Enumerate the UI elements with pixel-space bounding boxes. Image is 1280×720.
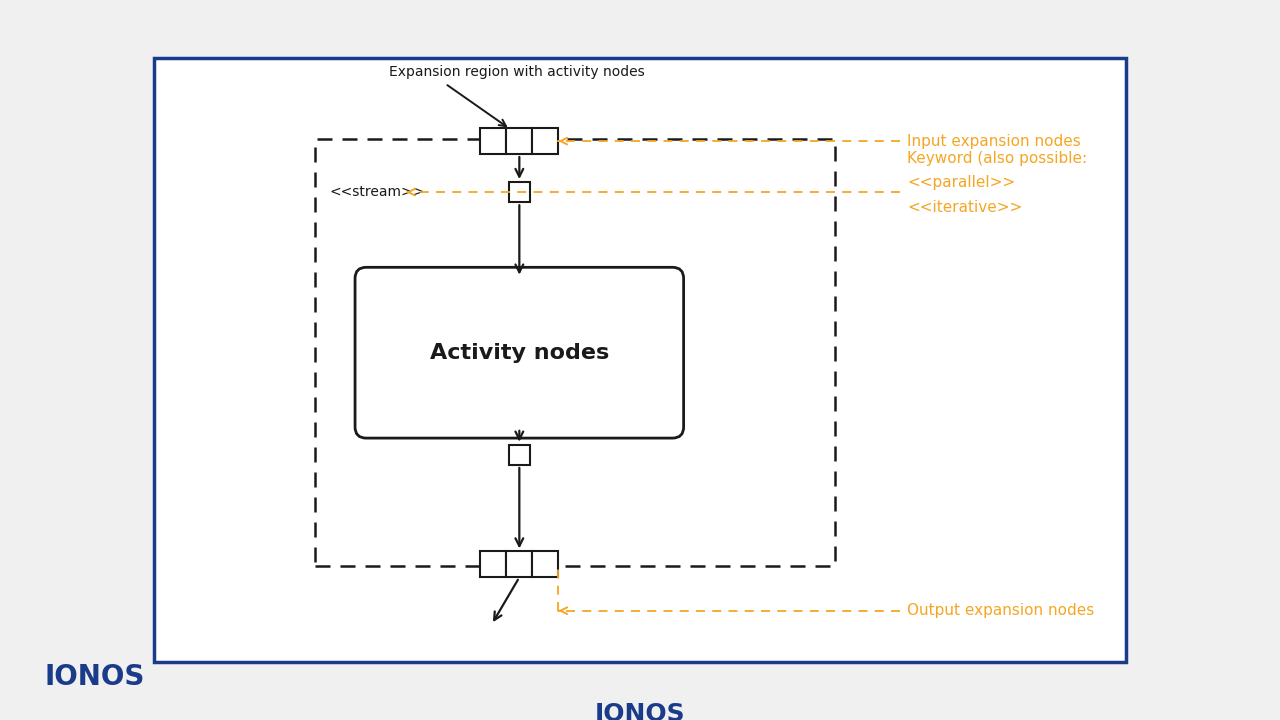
Bar — [532, 128, 558, 154]
FancyBboxPatch shape — [355, 267, 684, 438]
Text: Expansion region with activity nodes: Expansion region with activity nodes — [389, 65, 645, 79]
Bar — [480, 128, 507, 154]
Bar — [315, 139, 835, 566]
Text: Activity nodes: Activity nodes — [430, 343, 609, 363]
Bar — [480, 552, 507, 577]
Text: Input expansion nodes: Input expansion nodes — [908, 134, 1082, 148]
Text: IONOS: IONOS — [45, 663, 145, 691]
Bar — [507, 128, 532, 154]
Text: <<stream>>: <<stream>> — [329, 185, 424, 199]
Bar — [507, 552, 532, 577]
Bar — [509, 182, 530, 202]
Text: Output expansion nodes: Output expansion nodes — [908, 603, 1094, 618]
Text: Keyword (also possible:
<<parallel>>
<<iterative>>: Keyword (also possible: <<parallel>> <<i… — [908, 150, 1088, 215]
Bar — [509, 444, 530, 465]
Bar — [532, 552, 558, 577]
Text: IONOS: IONOS — [595, 702, 685, 720]
